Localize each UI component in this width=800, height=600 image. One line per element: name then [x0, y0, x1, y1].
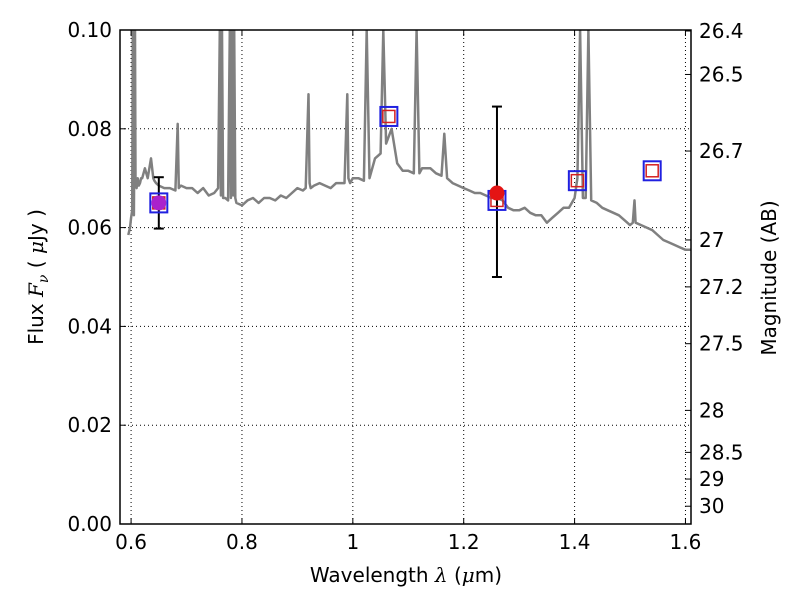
model-point-inner-square: [382, 109, 396, 124]
y-tick-label: 0.08: [67, 117, 112, 141]
y2-tick-label: 26.7: [699, 139, 744, 163]
model-point-outer-square: [642, 160, 662, 182]
spectrum-line: [127, 30, 691, 252]
x-tick-label: 0.8: [226, 530, 258, 554]
y2-tick-label: 27.2: [699, 275, 744, 299]
x-axis-ticks: 0.6 0.8 1 1.2 1.4 1.6: [115, 30, 701, 554]
y2-axis-title: Magnitude (AB): [757, 200, 781, 355]
x-tick-label: 1.4: [559, 530, 591, 554]
observed-point: [489, 185, 505, 201]
y2-tick-label: 26.5: [699, 62, 744, 86]
model-spectrum-layer: [127, 30, 691, 252]
model-point-outer-square: [379, 105, 399, 127]
observed-point: [151, 195, 167, 211]
y-axis-title: Flux Fν ( μJy ): [24, 209, 52, 345]
y-tick-label: 0.02: [67, 413, 112, 437]
y2-tick-label: 28.5: [699, 440, 744, 464]
y2-tick-label: 26.4: [699, 19, 744, 43]
x-axis-title: Wavelength λ (μm): [310, 563, 502, 587]
model-photometry-markers: [149, 105, 662, 214]
y-tick-label: 0.10: [67, 18, 112, 42]
x-tick-label: 1: [346, 530, 359, 554]
y-tick-label: 0.06: [67, 216, 112, 240]
model-point-outer-square: [149, 192, 169, 214]
y2-tick-label: 29: [699, 467, 724, 491]
y2-tick-label: 27: [699, 228, 724, 252]
observed-photometry-markers: [151, 185, 505, 211]
plot-frame: [119, 29, 692, 525]
grid-lines: [120, 30, 691, 524]
y-tick-label: 0.04: [67, 314, 112, 338]
x-tick-label: 0.6: [115, 530, 147, 554]
x-tick-label: 1.6: [670, 530, 702, 554]
y2-tick-label: 27.5: [699, 332, 744, 356]
y2-tick-label: 30: [699, 494, 724, 518]
model-point-inner-square: [570, 173, 585, 188]
y2-axis-ticks: 26.4 26.5 26.7 27 27.2 27.5 28 28.5 29 30: [685, 19, 744, 518]
y2-tick-label: 28: [699, 398, 724, 422]
x-tick-label: 1.2: [448, 530, 480, 554]
model-point-outer-square: [567, 170, 587, 192]
y-axis-ticks: 0.00 0.02 0.04 0.06 0.08 0.10: [67, 18, 126, 536]
model-point-inner-square: [645, 164, 659, 178]
y-tick-label: 0.00: [67, 512, 112, 536]
